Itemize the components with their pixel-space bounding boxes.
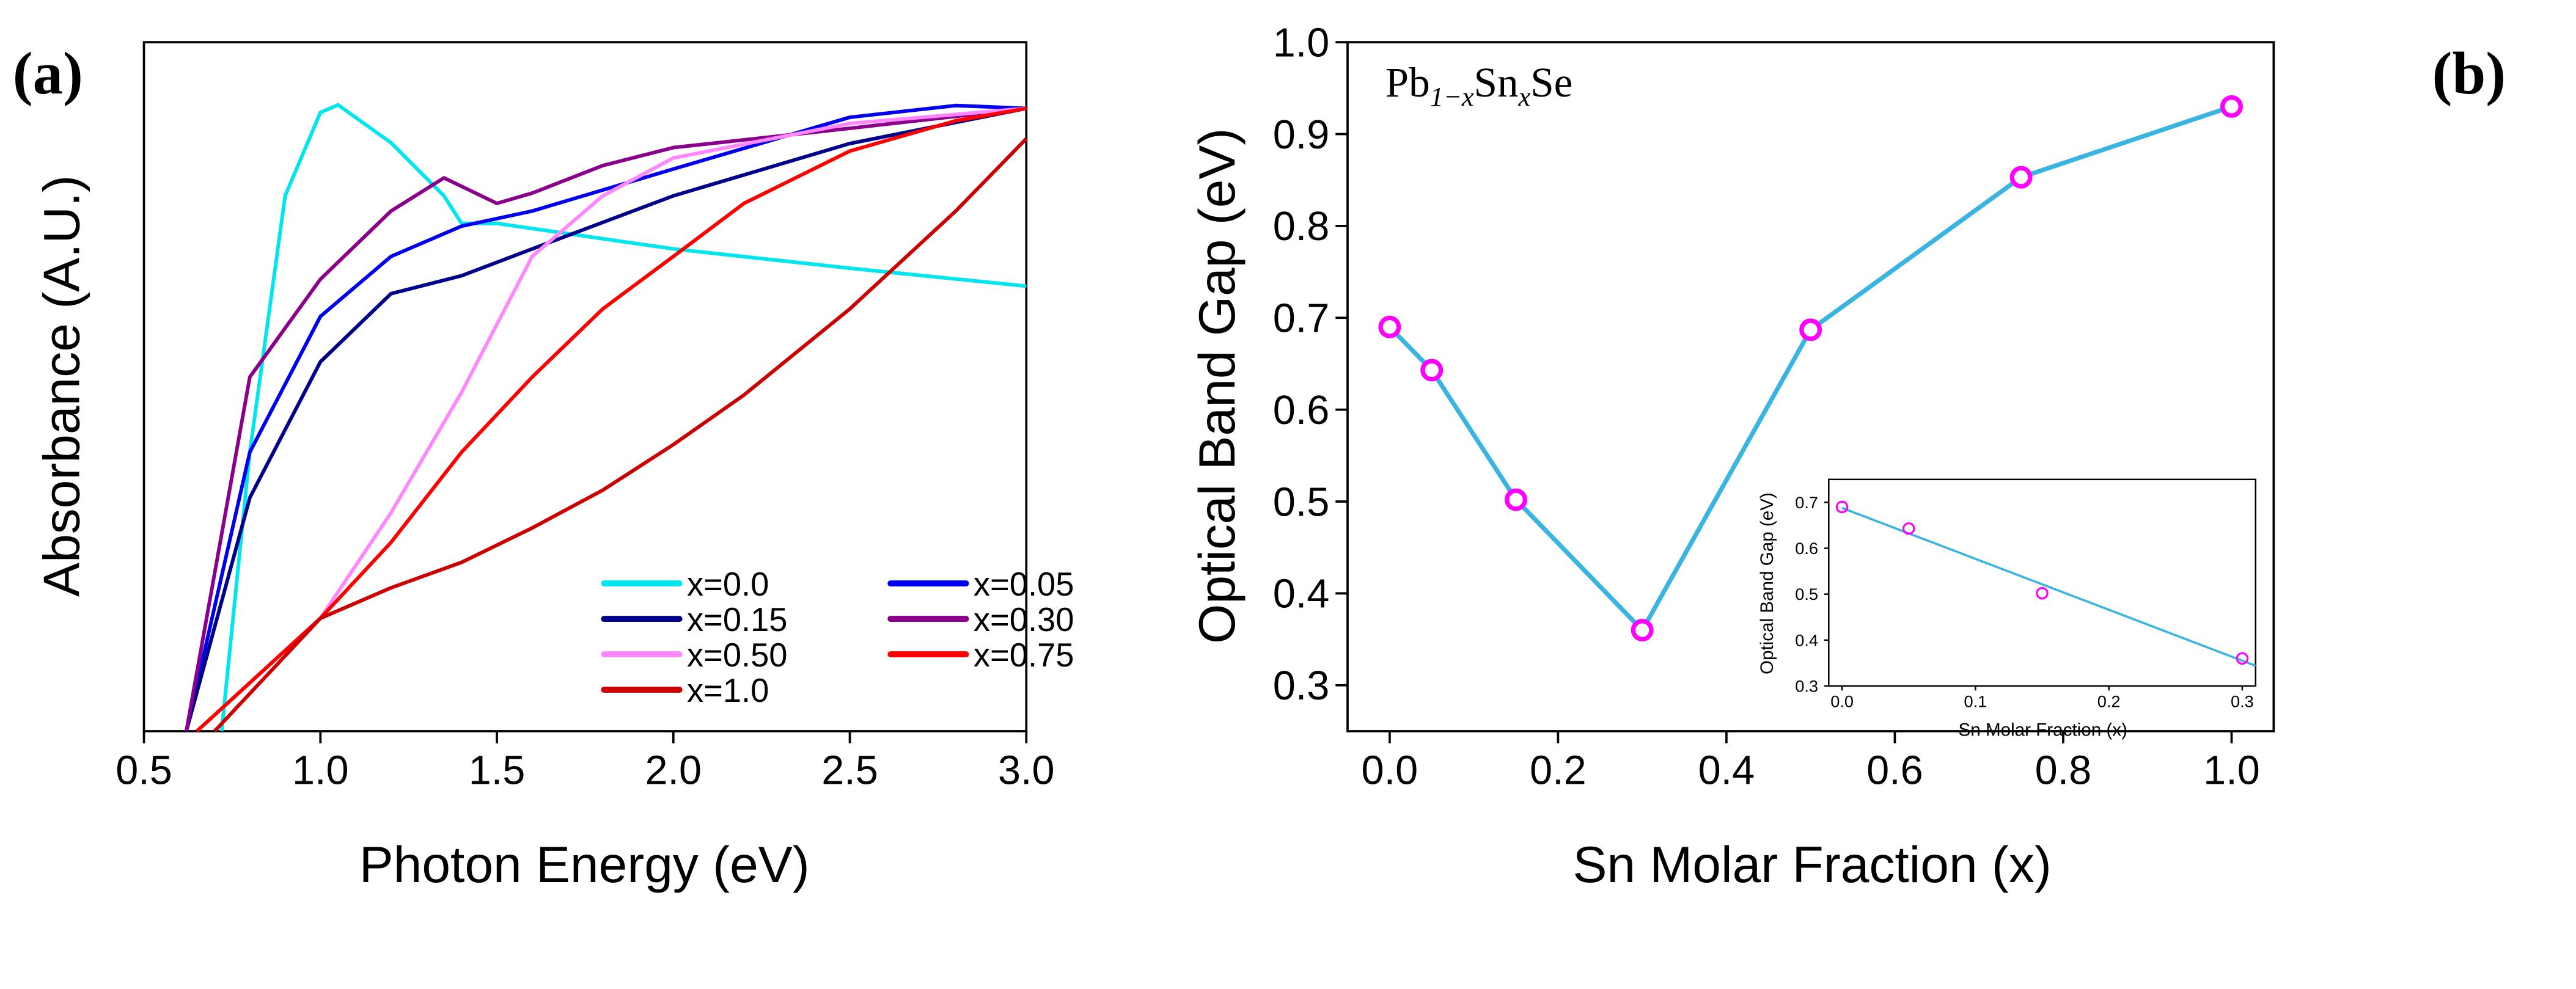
plot-frame — [1828, 478, 2256, 687]
x-tick-label: 0.8 — [2035, 748, 2092, 793]
inset-data-point — [2036, 586, 2049, 600]
legend-label: x=0.15 — [687, 601, 788, 638]
panel-label-b: (b) — [2432, 40, 2506, 107]
legend-label: x=0.50 — [687, 637, 788, 674]
inset-data-point — [1835, 500, 1849, 514]
annotation-part: Pb — [1385, 59, 1430, 106]
plot-frame — [142, 41, 1028, 732]
panel-label-a: (a) — [13, 40, 83, 107]
data-point — [2220, 95, 2243, 118]
x-tick-label: 0.4 — [1698, 748, 1755, 793]
series-line-x=0.30 — [184, 106, 1027, 732]
inset-data-point — [1902, 522, 1915, 535]
inset-chart: Sn Molar Fraction (x) Optical Band Gap (… — [1757, 478, 2256, 740]
data-point — [1799, 318, 1822, 341]
series-line-x=0.0 — [219, 103, 1027, 732]
y-tick-label: 0.9 — [1273, 112, 1330, 158]
inset-y-axis-title: Optical Band Gap (eV) — [1757, 492, 1777, 674]
annotation-part: Se — [1530, 59, 1572, 106]
absorbance-chart: Photon Energy (eV) Absorbance (A.U.) 0.5… — [32, 41, 1074, 893]
x-tick-label: 1.0 — [2203, 748, 2260, 793]
x-tick-label: 0.3 — [2231, 692, 2254, 710]
y-tick-label: 0.3 — [1795, 676, 1818, 695]
data-point — [1631, 619, 1654, 642]
y-tick-label: 0.6 — [1795, 539, 1818, 558]
y-tick-label: 0.5 — [1795, 585, 1818, 604]
x-tick-label: 0.5 — [116, 748, 172, 793]
x-tick-label: 1.5 — [469, 748, 526, 793]
annotation-part: Sn — [1474, 59, 1519, 106]
x-tick-label: 3.0 — [998, 748, 1055, 793]
x-axis-title: Sn Molar Fraction (x) — [1572, 836, 2051, 893]
y-tick-label: 0.7 — [1273, 296, 1330, 341]
legend-label: x=0.05 — [974, 566, 1074, 603]
x-tick-label: 1.0 — [292, 748, 349, 793]
data-point — [1378, 315, 1401, 338]
x-tick-label: 2.5 — [821, 748, 878, 793]
x-tick-label: 0.1 — [1964, 692, 1987, 710]
composition-annotation: Pb1−xSnxSe — [1385, 59, 1573, 112]
y-tick-label: 1.0 — [1273, 20, 1330, 65]
plot-frame — [1346, 41, 2275, 732]
data-point — [1504, 488, 1528, 511]
x-tick-label: 0.2 — [1530, 748, 1587, 793]
y-tick-label: 0.4 — [1273, 572, 1330, 617]
y-axis-title: Absorbance (A.U.) — [32, 175, 90, 597]
series-line-x=0.75 — [196, 106, 1027, 733]
data-point — [2009, 166, 2033, 189]
band-gap-chart: Sn Molar Fraction (x) Optical Band Gap (… — [1188, 20, 2275, 893]
legend-label: x=0.75 — [974, 637, 1074, 674]
series-line-x=0.15 — [185, 106, 1027, 732]
y-tick-label: 0.8 — [1273, 204, 1330, 249]
annotation-subscript: 1−x — [1430, 81, 1474, 112]
series-line-x=1.0 — [213, 137, 1028, 732]
x-tick-label: 0.0 — [1362, 748, 1418, 793]
series-line-x=0.50 — [196, 106, 1027, 733]
series-line-x=0.05 — [184, 103, 1027, 732]
legend-label: x=1.0 — [687, 672, 769, 709]
data-point — [1420, 359, 1444, 382]
inset-data-point — [2236, 652, 2249, 665]
x-tick-label: 2.0 — [645, 748, 702, 793]
y-tick-label: 0.5 — [1273, 480, 1330, 525]
legend-label: x=0.0 — [687, 566, 769, 603]
inset-x-axis-title: Sn Molar Fraction (x) — [1959, 720, 2127, 740]
inset-background — [1829, 479, 2256, 686]
x-tick-label: 0.0 — [1830, 692, 1854, 710]
y-tick-label: 0.6 — [1273, 388, 1330, 433]
legend-label: x=0.30 — [974, 601, 1074, 638]
x-tick-label: 0.2 — [2097, 692, 2121, 710]
y-tick-label: 0.4 — [1795, 630, 1818, 649]
y-tick-label: 0.3 — [1273, 663, 1330, 709]
annotation-subscript: x — [1518, 81, 1531, 112]
y-axis-title: Optical Band Gap (eV) — [1188, 128, 1246, 644]
x-axis-title: Photon Energy (eV) — [359, 836, 810, 893]
y-tick-label: 0.7 — [1795, 493, 1818, 512]
x-tick-label: 0.6 — [1866, 748, 1923, 793]
